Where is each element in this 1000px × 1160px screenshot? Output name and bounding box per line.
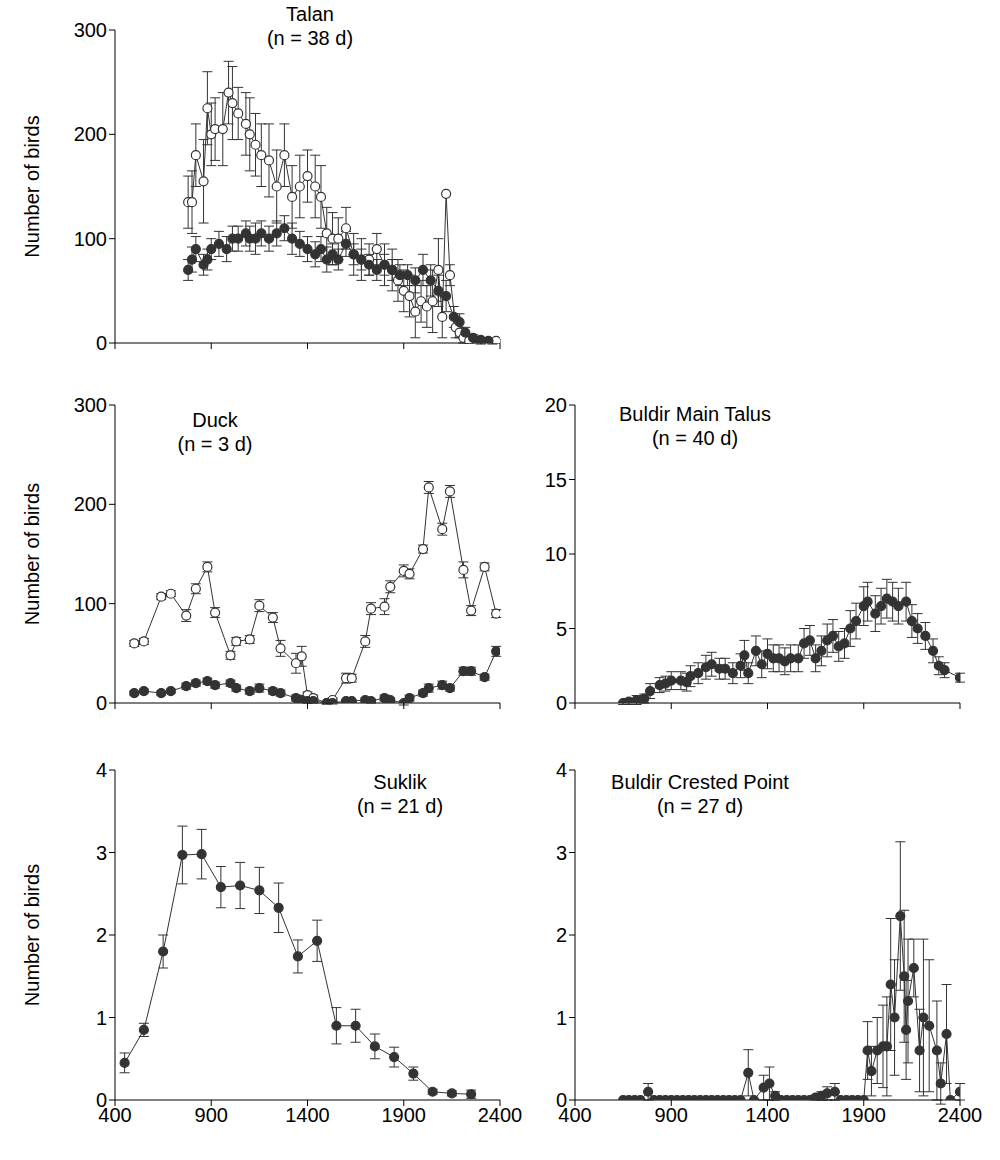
svg-text:900: 900 <box>195 1104 228 1126</box>
svg-text:10: 10 <box>545 543 567 565</box>
svg-text:400: 400 <box>558 1104 592 1127</box>
html-text:Buldir Main Talus: Buldir Main Talus <box>619 403 771 425</box>
svg-text:5: 5 <box>556 618 567 640</box>
svg-text:200: 200 <box>74 493 107 515</box>
html-text:(n = 27 d): (n = 27 d) <box>656 795 744 817</box>
svg-text:2400: 2400 <box>478 1104 523 1126</box>
html-text:Buldir Crested Point: Buldir Crested Point <box>611 771 789 793</box>
svg-text:1400: 1400 <box>285 1104 330 1126</box>
svg-text:0: 0 <box>96 1089 107 1111</box>
html-text:(n = 38 d): (n = 38 d) <box>266 27 354 49</box>
html-text:(n = 21 d): (n = 21 d) <box>356 795 444 817</box>
svg-text:100: 100 <box>74 228 107 250</box>
svg-text:4: 4 <box>96 759 107 781</box>
svg-text:4: 4 <box>556 759 567 781</box>
svg-text:Number of birds: Number of birds <box>21 864 43 1006</box>
svg-text:2: 2 <box>556 924 567 946</box>
html-text:Duck: Duck <box>192 409 238 431</box>
svg-text:3: 3 <box>96 842 107 864</box>
svg-text:1: 1 <box>96 1007 107 1029</box>
svg-text:400: 400 <box>98 1104 132 1127</box>
svg-text:100: 100 <box>74 593 107 615</box>
html-text:Suklik: Suklik <box>373 771 427 793</box>
svg-text:2: 2 <box>96 924 107 946</box>
svg-text:3: 3 <box>556 842 567 864</box>
svg-text:1: 1 <box>556 1007 567 1029</box>
svg-text:300: 300 <box>74 19 107 41</box>
svg-text:0: 0 <box>556 692 567 714</box>
svg-text:200: 200 <box>74 123 107 145</box>
svg-text:1400: 1400 <box>745 1104 790 1126</box>
svg-text:0: 0 <box>96 692 107 714</box>
svg-text:Number of birds: Number of birds <box>21 483 43 625</box>
svg-text:Number of birds: Number of birds <box>21 115 43 257</box>
svg-text:1900: 1900 <box>382 1104 427 1126</box>
svg-text:0: 0 <box>96 332 107 354</box>
svg-text:300: 300 <box>74 394 107 416</box>
svg-text:0: 0 <box>556 1089 567 1111</box>
svg-text:1900: 1900 <box>842 1104 887 1126</box>
svg-text:900: 900 <box>655 1104 688 1126</box>
svg-text:20: 20 <box>545 394 567 416</box>
html-text:Talan: Talan <box>286 3 334 25</box>
html-text:(n = 3 d): (n = 3 d) <box>177 433 253 455</box>
html-text:(n = 40 d): (n = 40 d) <box>651 427 739 449</box>
svg-text:15: 15 <box>545 469 567 491</box>
svg-text:2400: 2400 <box>938 1104 983 1126</box>
